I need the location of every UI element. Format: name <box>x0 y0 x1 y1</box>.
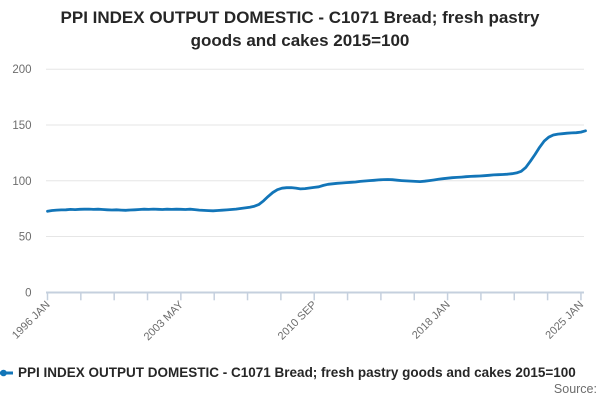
x-tick-label: 2025 JAN <box>543 299 586 342</box>
x-tick-label: 1996 JAN <box>10 299 53 342</box>
y-tick-label: 150 <box>12 120 31 132</box>
y-tick-label: 100 <box>12 176 31 188</box>
y-tick-label: 0 <box>25 287 31 299</box>
legend-series-label: PPI INDEX OUTPUT DOMESTIC - C1071 Bread;… <box>18 364 576 380</box>
x-tick-label: 2003 MAY <box>142 298 187 343</box>
y-tick-label: 50 <box>19 232 32 244</box>
chart-title: PPI INDEX OUTPUT DOMESTIC - C1071 Bread;… <box>60 8 540 50</box>
x-tick-label: 2010 SEP <box>276 299 320 343</box>
x-tick-label: 2018 JAN <box>410 299 453 342</box>
y-tick-label: 200 <box>12 64 31 76</box>
legend-series-marker-icon <box>0 369 13 377</box>
legend: PPI INDEX OUTPUT DOMESTIC - C1071 Bread;… <box>0 363 576 381</box>
source-label: Source: <box>553 382 597 396</box>
series-line <box>46 129 587 213</box>
